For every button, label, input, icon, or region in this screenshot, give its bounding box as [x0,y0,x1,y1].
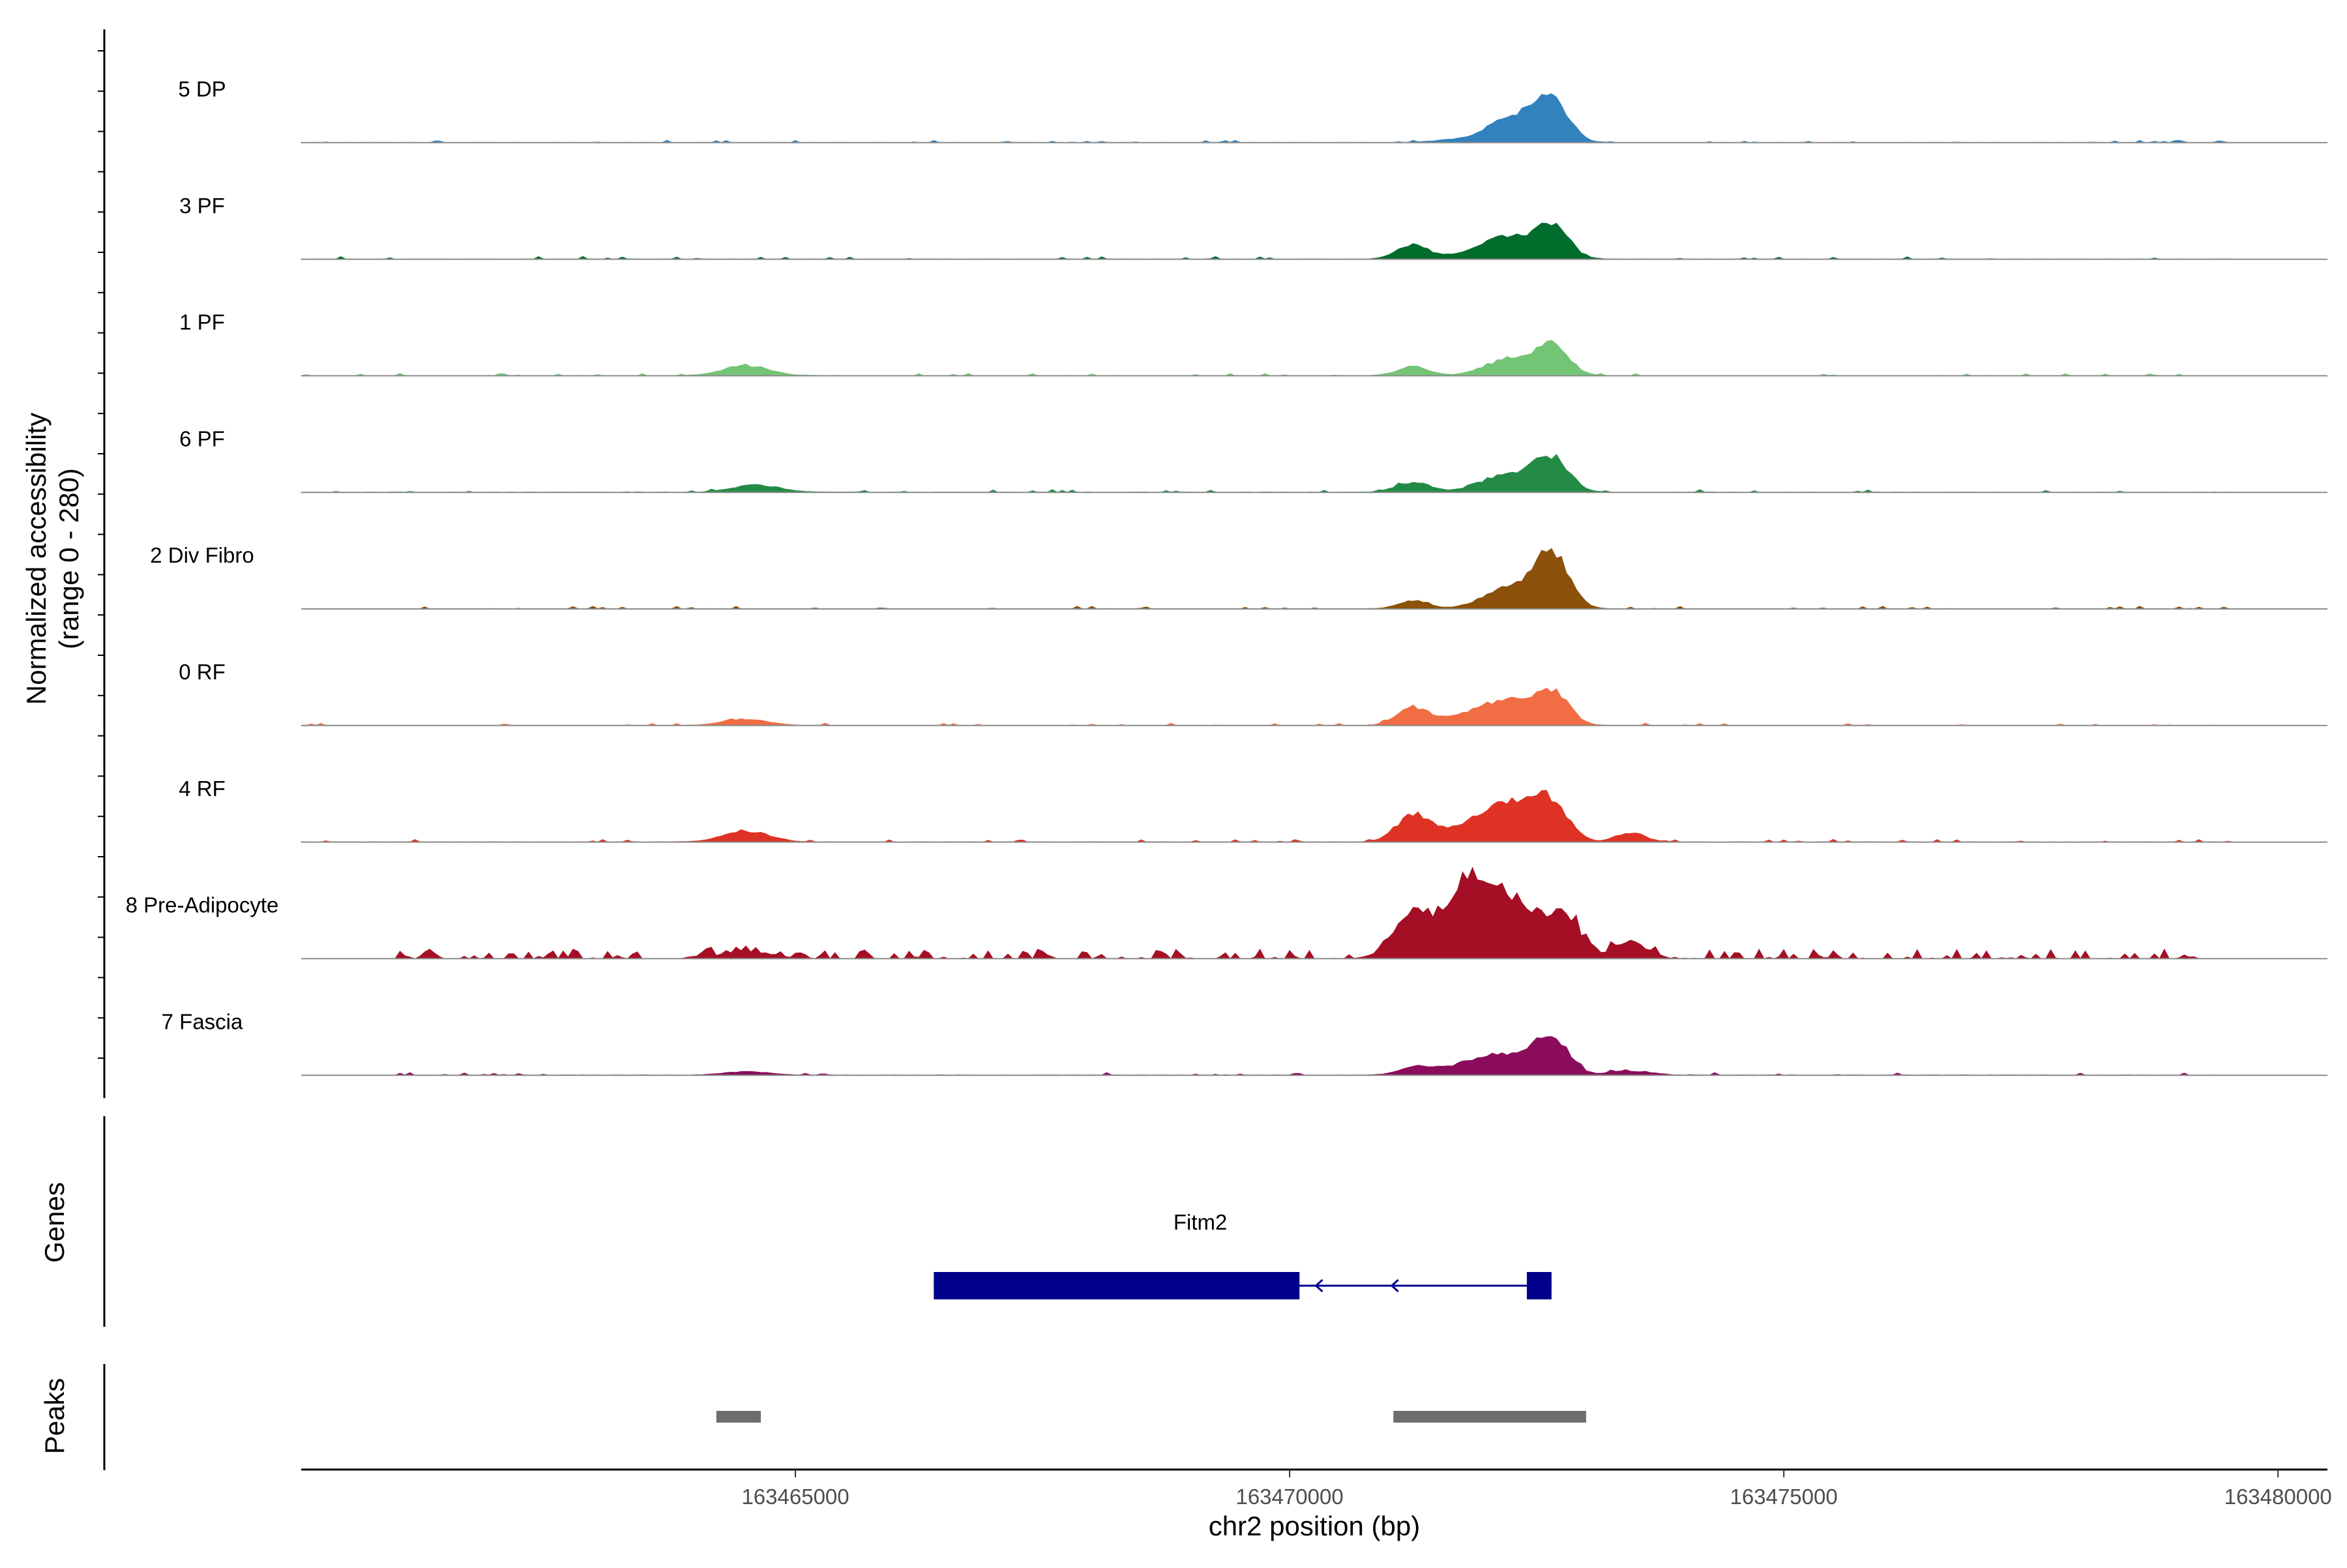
x-tick-label: 163465000 [741,1485,849,1509]
peak-track [103,1364,1586,1470]
peak-region [1393,1411,1586,1423]
group-label: 1 PF [179,310,225,334]
group-label: 7 Fascia [162,1009,243,1033]
track-3-pf: 3 PF [179,194,2327,260]
gene-track: Fitm2 [103,1116,1552,1327]
coverage-area [301,454,2327,493]
x-tick-label: 163480000 [2224,1485,2332,1509]
coverage-area [301,790,2327,843]
strand-arrow [1390,1279,1399,1293]
group-label: 8 Pre-Adipocyte [126,893,279,917]
y-axis-range: (range 0 - 280) [53,468,84,649]
coverage-area [301,548,2327,610]
group-label: 6 PF [179,426,225,451]
x-axis-title: chr2 position (bp) [1209,1511,1421,1541]
x-tick-label: 163475000 [1730,1485,1838,1509]
track-8-pre-adipocyte: 8 Pre-Adipocyte [126,866,2327,960]
x-axis: 163465000 163470000 163475000 163480000 [301,1468,2332,1509]
gene-label: Fitm2 [1174,1210,1228,1234]
track-6-pf: 6 PF [179,426,2327,494]
coverage-area [301,340,2327,376]
strand-arrow [1314,1279,1323,1293]
track-2-div-fibro: 2 Div Fibro [150,543,2327,610]
gene-fitm2: Fitm2 [934,1210,1552,1299]
track-1-pf: 1 PF [179,310,2327,377]
genes-track-title: Genes [39,1182,70,1263]
coverage-area [301,93,2327,143]
coverage-area [301,687,2327,726]
track-7-fascia: 7 Fascia [162,1009,2327,1076]
peak-region [716,1411,761,1423]
coverage-tracks: 5 DP 3 PF 1 PF 6 PF 2 Div Fibro 0 RF 4 RF 8 Pre… [98,29,2327,1099]
track-0-rf: 0 RF [179,660,2327,726]
group-label: 3 PF [179,194,225,218]
track-4-rf: 4 RF [179,777,2327,843]
group-label: 5 DP [178,77,226,101]
coverage-area [301,866,2327,960]
group-label: 4 RF [179,777,226,801]
x-tick-label: 163470000 [1236,1485,1344,1509]
coverage-area [301,1036,2327,1076]
group-label: 0 RF [179,660,226,684]
track-5-dp: 5 DP [178,77,2327,143]
gene-exon [934,1272,1300,1299]
y-axis-title: Normalized accessibility [21,413,52,705]
gene-exon [1526,1272,1552,1299]
coverage-area [301,222,2327,260]
peaks-track-title: Peaks [39,1378,70,1455]
group-label: 2 Div Fibro [150,543,254,567]
